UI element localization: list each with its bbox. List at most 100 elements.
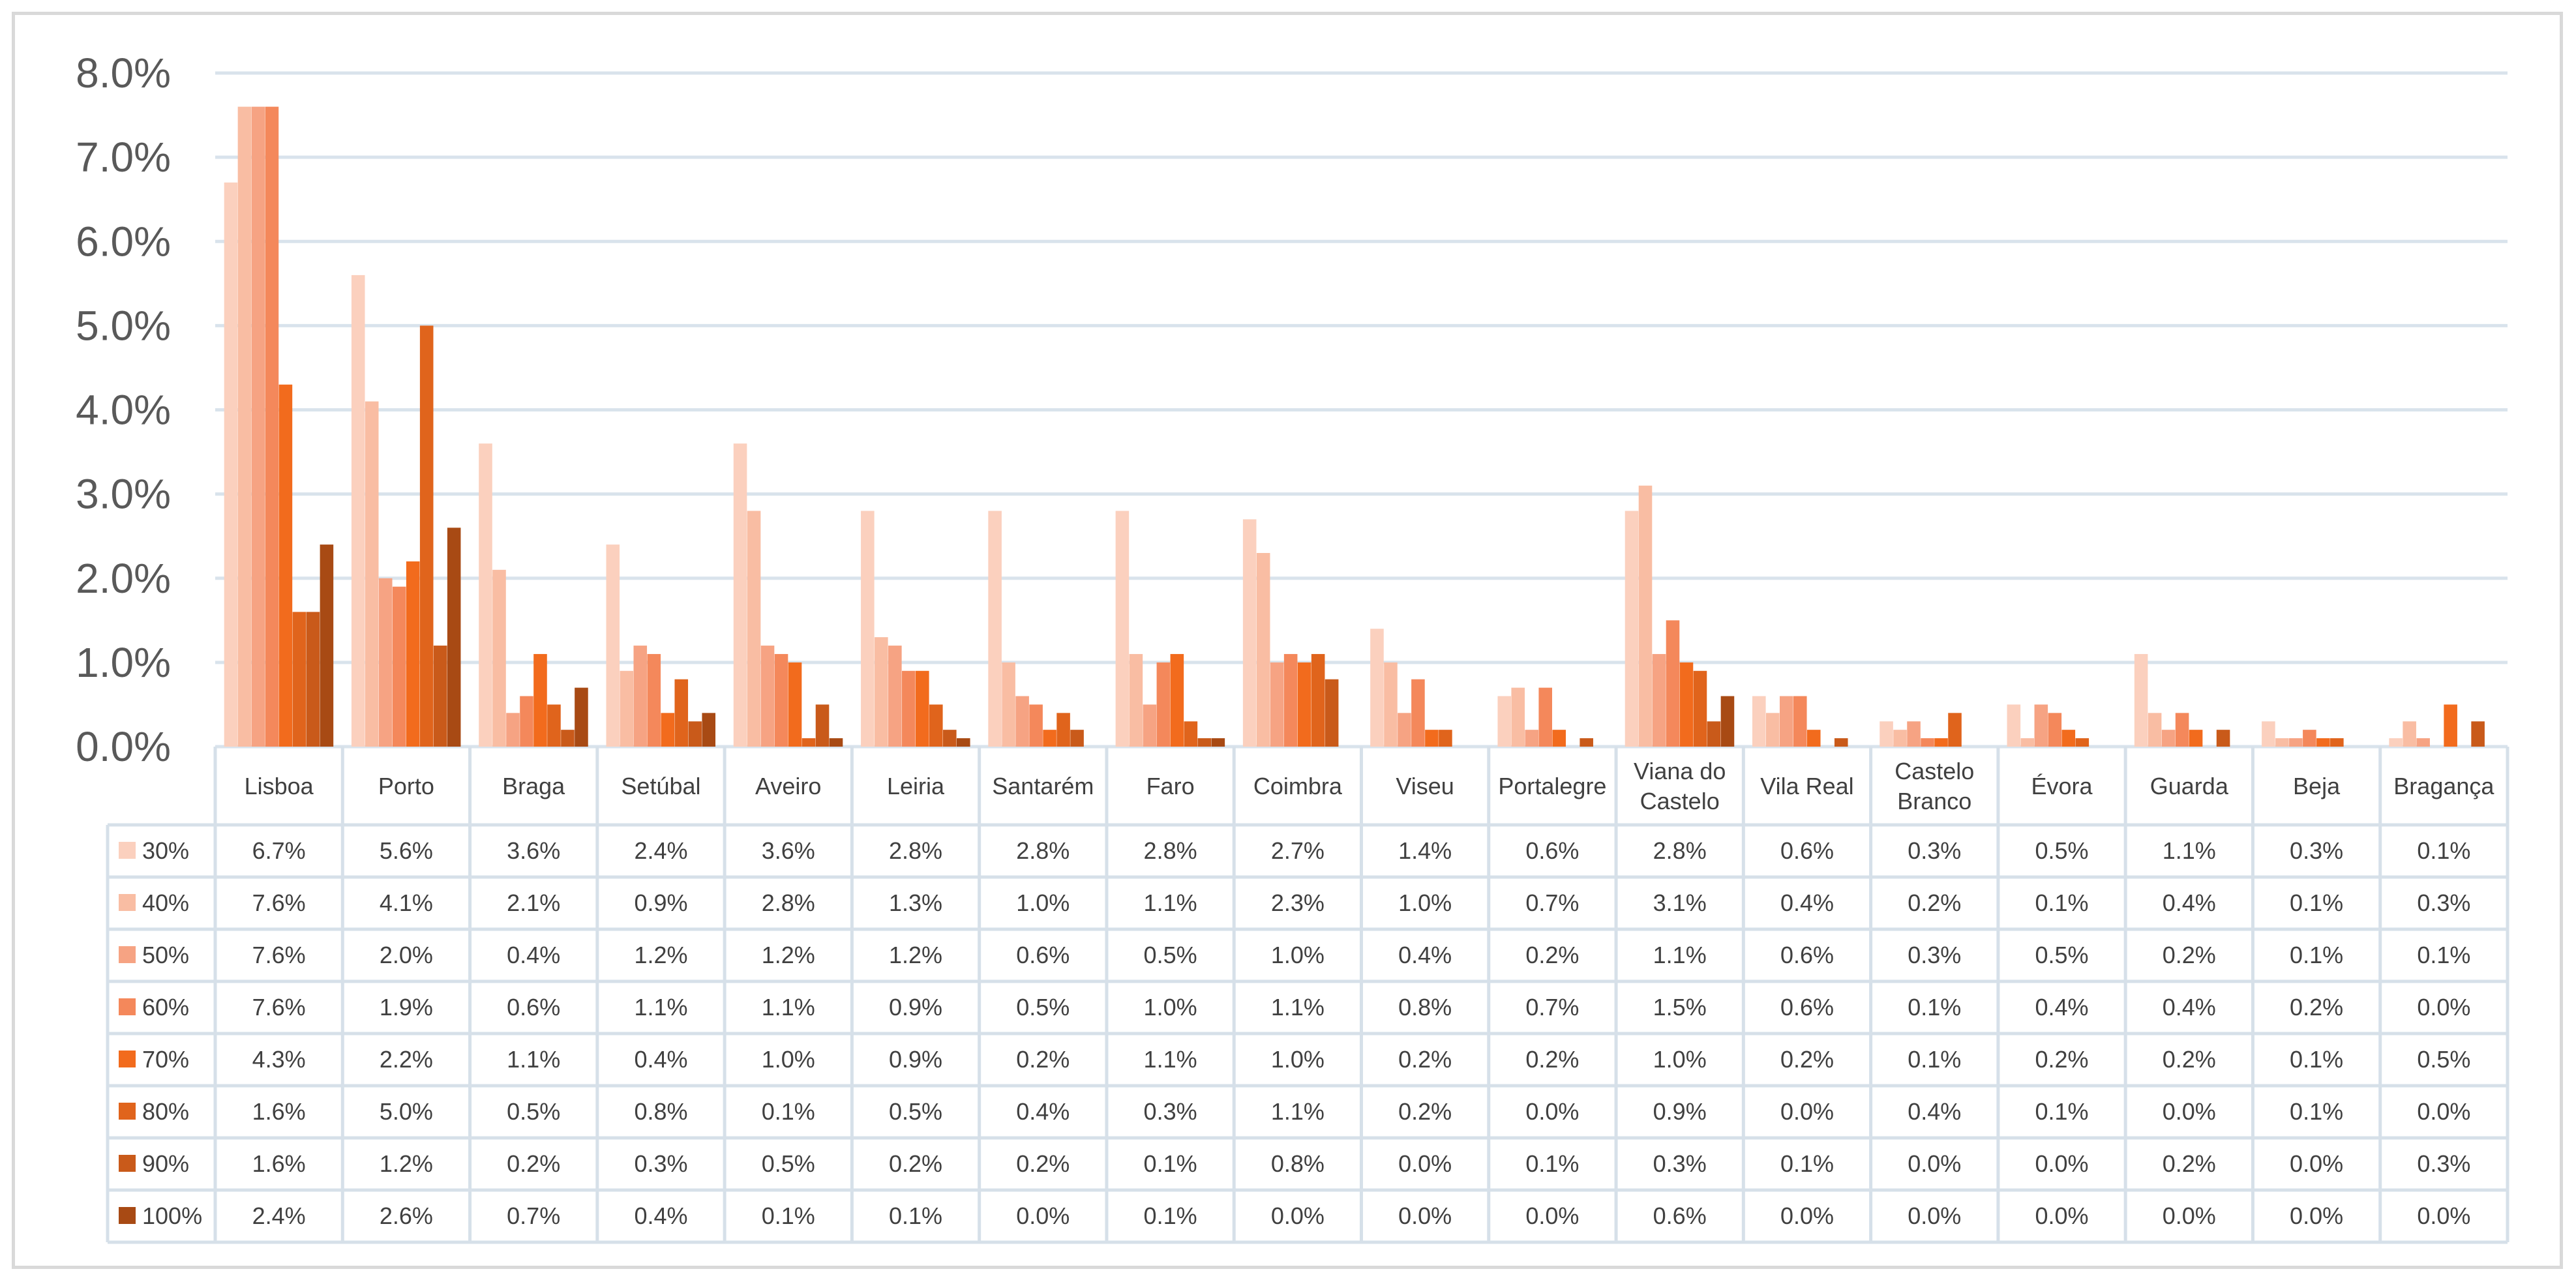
data-label: 0.4%	[507, 942, 560, 968]
data-label: 0.1%	[2035, 889, 2088, 916]
data-label: 1.2%	[889, 942, 942, 968]
data-label: 1.0%	[1271, 942, 1325, 968]
bar	[1765, 713, 1780, 747]
bar	[2189, 730, 2203, 747]
data-label: 0.7%	[1525, 994, 1579, 1021]
data-label: 0.0%	[1908, 1150, 1961, 1177]
data-label: 0.6%	[1016, 942, 1070, 968]
data-label: 6.7%	[252, 837, 306, 864]
data-label: 2.4%	[634, 837, 687, 864]
bar	[378, 578, 393, 747]
data-label: 0.6%	[1780, 942, 1834, 968]
data-label: 0.0%	[2290, 1150, 2343, 1177]
bar	[1880, 721, 1893, 747]
bar	[224, 182, 238, 747]
data-label: 0.1%	[762, 1202, 815, 1229]
data-label: 0.3%	[1908, 942, 1961, 968]
bar	[351, 275, 365, 747]
data-label: 2.1%	[507, 889, 560, 916]
data-label: 0.5%	[2035, 942, 2088, 968]
data-label: 2.8%	[1144, 837, 1197, 864]
data-label: 0.4%	[2163, 889, 2216, 916]
legend-key	[119, 1155, 136, 1172]
data-label: 0.6%	[1525, 837, 1579, 864]
data-label: 0.0%	[1908, 1202, 1961, 1229]
bar	[2416, 738, 2430, 747]
data-label: 7.6%	[252, 994, 306, 1021]
bar	[2175, 713, 2189, 747]
data-label: 4.1%	[380, 889, 433, 916]
data-label: 1.0%	[1653, 1046, 1707, 1073]
bar	[1297, 662, 1311, 747]
data-label: 0.1%	[1144, 1202, 1197, 1229]
bar	[2289, 738, 2303, 747]
data-label: 1.0%	[1016, 889, 1070, 916]
bar	[1666, 620, 1680, 747]
legend-label: 70%	[142, 1046, 189, 1073]
y-tick-label: 4.0%	[76, 387, 171, 434]
bar	[861, 511, 875, 747]
bar	[988, 511, 1002, 747]
data-label: 0.1%	[889, 1202, 942, 1229]
bar	[1511, 687, 1525, 747]
data-label: 1.2%	[380, 1150, 433, 1177]
data-label: 0.0%	[2163, 1202, 2216, 1229]
bar	[1638, 485, 1653, 747]
y-tick-label: 3.0%	[76, 471, 171, 518]
bar	[688, 721, 702, 747]
bar	[1002, 662, 1015, 747]
data-label: 0.6%	[1780, 837, 1834, 864]
bar	[2048, 713, 2062, 747]
bar	[733, 443, 747, 747]
legend-key	[119, 842, 136, 859]
category-label: Lisboa	[245, 773, 314, 799]
bar	[1325, 679, 1339, 747]
data-label: 2.8%	[1016, 837, 1070, 864]
bar	[520, 696, 533, 747]
bar	[647, 653, 661, 747]
data-label: 1.1%	[1653, 942, 1707, 968]
bar	[1029, 704, 1043, 747]
bar	[1056, 713, 1070, 747]
bar	[433, 646, 447, 747]
bar	[2330, 738, 2344, 747]
data-label: 2.3%	[1271, 889, 1325, 916]
data-label: 3.1%	[1653, 889, 1707, 916]
bar	[1170, 653, 1184, 747]
data-label: 1.1%	[507, 1046, 560, 1073]
data-label: 0.3%	[2290, 837, 2343, 864]
data-label: 7.6%	[252, 942, 306, 968]
bar	[1679, 662, 1694, 747]
bar	[916, 670, 929, 747]
category-label: Branco	[1897, 788, 1971, 814]
category-label: Beja	[2293, 773, 2341, 799]
legend-key	[119, 1207, 136, 1224]
bar	[1070, 730, 1084, 747]
category-label: Castelo	[1895, 758, 1974, 784]
bar	[2007, 704, 2021, 747]
data-label: 1.0%	[1271, 1046, 1325, 1073]
data-label: 0.0%	[1780, 1098, 1834, 1125]
bar	[1270, 662, 1284, 747]
data-label: 0.8%	[1398, 994, 1452, 1021]
bar	[1256, 553, 1270, 747]
data-label: 7.6%	[252, 889, 306, 916]
bar	[1693, 670, 1707, 747]
bar	[633, 646, 648, 747]
bar	[902, 670, 916, 747]
bar	[1720, 696, 1735, 747]
data-label: 0.1%	[1525, 1150, 1579, 1177]
data-label: 0.3%	[2417, 889, 2470, 916]
data-label: 0.3%	[1144, 1098, 1197, 1125]
data-label: 0.4%	[1908, 1098, 1961, 1125]
data-label: 1.0%	[762, 1046, 815, 1073]
category-label: Santarém	[992, 773, 1094, 799]
data-label: 2.8%	[1653, 837, 1707, 864]
data-label: 0.4%	[634, 1046, 687, 1073]
bar	[2161, 730, 2176, 747]
data-label: 0.0%	[2417, 1098, 2470, 1125]
bar	[1752, 696, 1766, 747]
data-label: 0.9%	[634, 889, 687, 916]
bar	[1242, 519, 1257, 747]
data-label: 0.0%	[2290, 1202, 2343, 1229]
